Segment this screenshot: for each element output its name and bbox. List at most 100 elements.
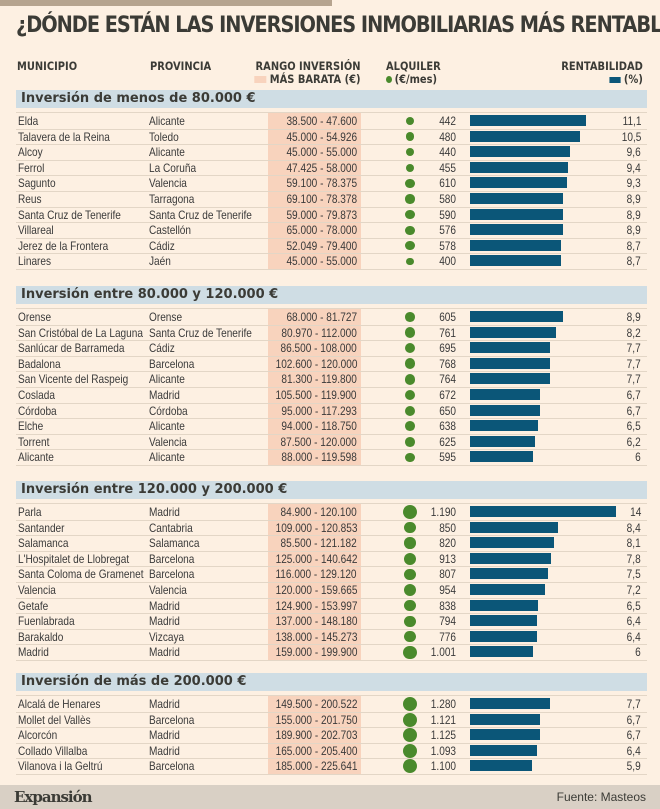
table-row: Fuenlabrada Madrid 137.000 - 148.180 794 6,4 <box>16 613 647 630</box>
yield-cell: 6,4 <box>626 614 641 629</box>
municipio-cell: Santa Coloma de Gramenet <box>18 567 144 582</box>
municipio-cell: Sanlúcar de Barrameda <box>18 341 125 356</box>
rent-dot <box>405 132 415 141</box>
range-cell: 87.500 - 120.000 <box>280 434 357 449</box>
table-row: Alcoy Alicante 45.000 - 55.000 440 9,6 <box>16 144 647 161</box>
header-rentabilidad-line2: (%) <box>561 73 643 86</box>
table-row: Linares Jaén 45.000 - 55.000 400 8,7 <box>16 253 647 270</box>
yield-cell: 8,1 <box>626 536 641 551</box>
yield-bar <box>470 599 538 611</box>
range-cell: 59.000 - 79.873 <box>286 207 357 222</box>
range-cell: 149.500 - 200.522 <box>275 697 357 711</box>
yield-bar <box>470 420 538 432</box>
rent-cell: 768 <box>439 356 456 371</box>
range-cell: 189.900 - 202.703 <box>275 728 357 743</box>
rent-cell: 480 <box>439 129 456 144</box>
rent-dot <box>403 583 417 597</box>
provincia-cell: Toledo <box>149 129 179 144</box>
rent-dot <box>404 615 416 627</box>
rent-dot <box>404 568 416 581</box>
range-cell: 85.500 - 121.182 <box>280 536 357 551</box>
rent-cell: 794 <box>439 614 456 629</box>
section-header: Inversión de menos de 80.000 € <box>16 90 647 108</box>
range-cell: 102.600 - 120.000 <box>275 356 357 371</box>
rent-cell: 605 <box>439 310 456 324</box>
provincia-cell: Madrid <box>149 614 180 629</box>
yield-bar <box>470 744 537 756</box>
rent-cell: 1.125 <box>430 728 456 743</box>
rent-cell: 1.190 <box>430 505 456 519</box>
rent-cell: 1.093 <box>430 743 456 758</box>
header-municipio: MUNICIPIO <box>17 59 78 73</box>
provincia-cell: Alicante <box>149 372 185 387</box>
range-cell: 155.000 - 201.750 <box>275 712 357 727</box>
table-row: Badalona Barcelona 102.600 - 120.000 768 7,7 <box>16 356 647 373</box>
header-rango-line2-text: MÁS BARATA (€) <box>270 72 361 86</box>
header-rentabilidad-line2-text: (%) <box>624 72 643 86</box>
rent-dot <box>404 358 416 370</box>
header-rango-line1: RANGO INVERSIÓN <box>256 59 361 73</box>
rent-cell: 440 <box>439 145 456 160</box>
municipio-cell: Santander <box>18 520 65 535</box>
rent-cell: 776 <box>439 629 456 644</box>
range-cell: 86.500 - 108.000 <box>280 341 357 356</box>
table-row: Elda Alicante 38.500 - 47.600 442 11,1 <box>16 113 647 130</box>
range-cell: 65.000 - 78.000 <box>286 223 357 238</box>
range-cell: 120.000 - 159.665 <box>275 583 357 597</box>
table-row: Alcorcón Madrid 189.900 - 202.703 1.125 6,7 <box>16 727 647 744</box>
provincia-cell: Cádiz <box>149 238 175 253</box>
yield-cell: 6,5 <box>626 598 641 613</box>
range-column-bg <box>268 696 361 774</box>
municipio-cell: Villareal <box>18 223 54 238</box>
range-cell: 69.100 - 78.378 <box>286 192 357 206</box>
yield-cell: 9,3 <box>626 176 641 191</box>
rent-dot <box>404 521 416 534</box>
yield-bar <box>470 615 537 627</box>
municipio-cell: Talavera de la Reina <box>18 129 110 144</box>
range-cell: 116.000 - 129.120 <box>275 567 357 582</box>
table-row: Córdoba Córdoba 95.000 - 117.293 650 6,7 <box>16 403 647 420</box>
range-cell: 47.425 - 58.000 <box>286 160 357 175</box>
table-row: Collado Villalba Madrid 165.000 - 205.400 1… <box>16 743 647 760</box>
yield-cell: 6,4 <box>626 743 641 758</box>
yield-bar <box>470 255 561 267</box>
section-label: Inversión entre 120.000 y 200.000 € <box>21 482 288 497</box>
yield-cell: 6,4 <box>626 629 641 644</box>
municipio-cell: Fuenlabrada <box>18 614 75 629</box>
yield-bar <box>470 115 586 126</box>
yield-bar <box>470 389 540 400</box>
yield-bar <box>470 521 558 533</box>
rent-cell: 838 <box>439 598 456 613</box>
municipio-cell: Jerez de la Frontera <box>18 238 109 253</box>
table-row: San Vicente del Raspeig Alicante 81.300 - … <box>16 371 647 388</box>
yield-cell: 7,7 <box>626 341 641 356</box>
range-cell: 45.000 - 54.926 <box>286 129 357 144</box>
municipio-cell: Alcorcón <box>18 728 58 743</box>
yield-cell: 7,7 <box>626 356 641 371</box>
rent-cell: 1.100 <box>430 759 456 774</box>
table-row: Parla Madrid 84.900 - 120.100 1.190 14 <box>16 504 647 521</box>
table-row: L'Hospitalet de Llobregat Barcelona 125.00… <box>16 551 647 568</box>
yield-cell: 8,9 <box>626 223 641 238</box>
header-provincia: PROVINCIA <box>150 59 212 73</box>
table-row: Elche Alicante 94.000 - 118.750 638 6,5 <box>16 418 647 435</box>
yield-bar <box>470 451 533 463</box>
rent-dot <box>405 178 415 189</box>
yield-bar <box>470 698 551 709</box>
range-column-bg <box>268 504 361 660</box>
table-row: Orense Orense 68.000 - 81.727 605 8,9 <box>16 309 647 326</box>
rent-cell: 820 <box>439 536 456 551</box>
yield-cell: 7,7 <box>626 372 641 387</box>
provincia-cell: Madrid <box>149 388 180 402</box>
header-alquiler-line1: ALQUILER <box>386 59 441 73</box>
municipio-cell: Elche <box>18 419 44 434</box>
provincia-cell: Alicante <box>149 419 185 434</box>
provincia-cell: Córdoba <box>149 403 188 418</box>
yield-cell: 9,6 <box>626 145 641 160</box>
range-cell: 81.300 - 119.800 <box>281 372 357 387</box>
table-row: Coslada Madrid 105.500 - 119.900 672 6,7 <box>16 387 647 404</box>
yield-cell: 8,9 <box>626 310 641 324</box>
provincia-cell: Barcelona <box>149 356 195 371</box>
provincia-cell: Barcelona <box>149 759 195 774</box>
yield-cell: 8,7 <box>626 254 641 269</box>
